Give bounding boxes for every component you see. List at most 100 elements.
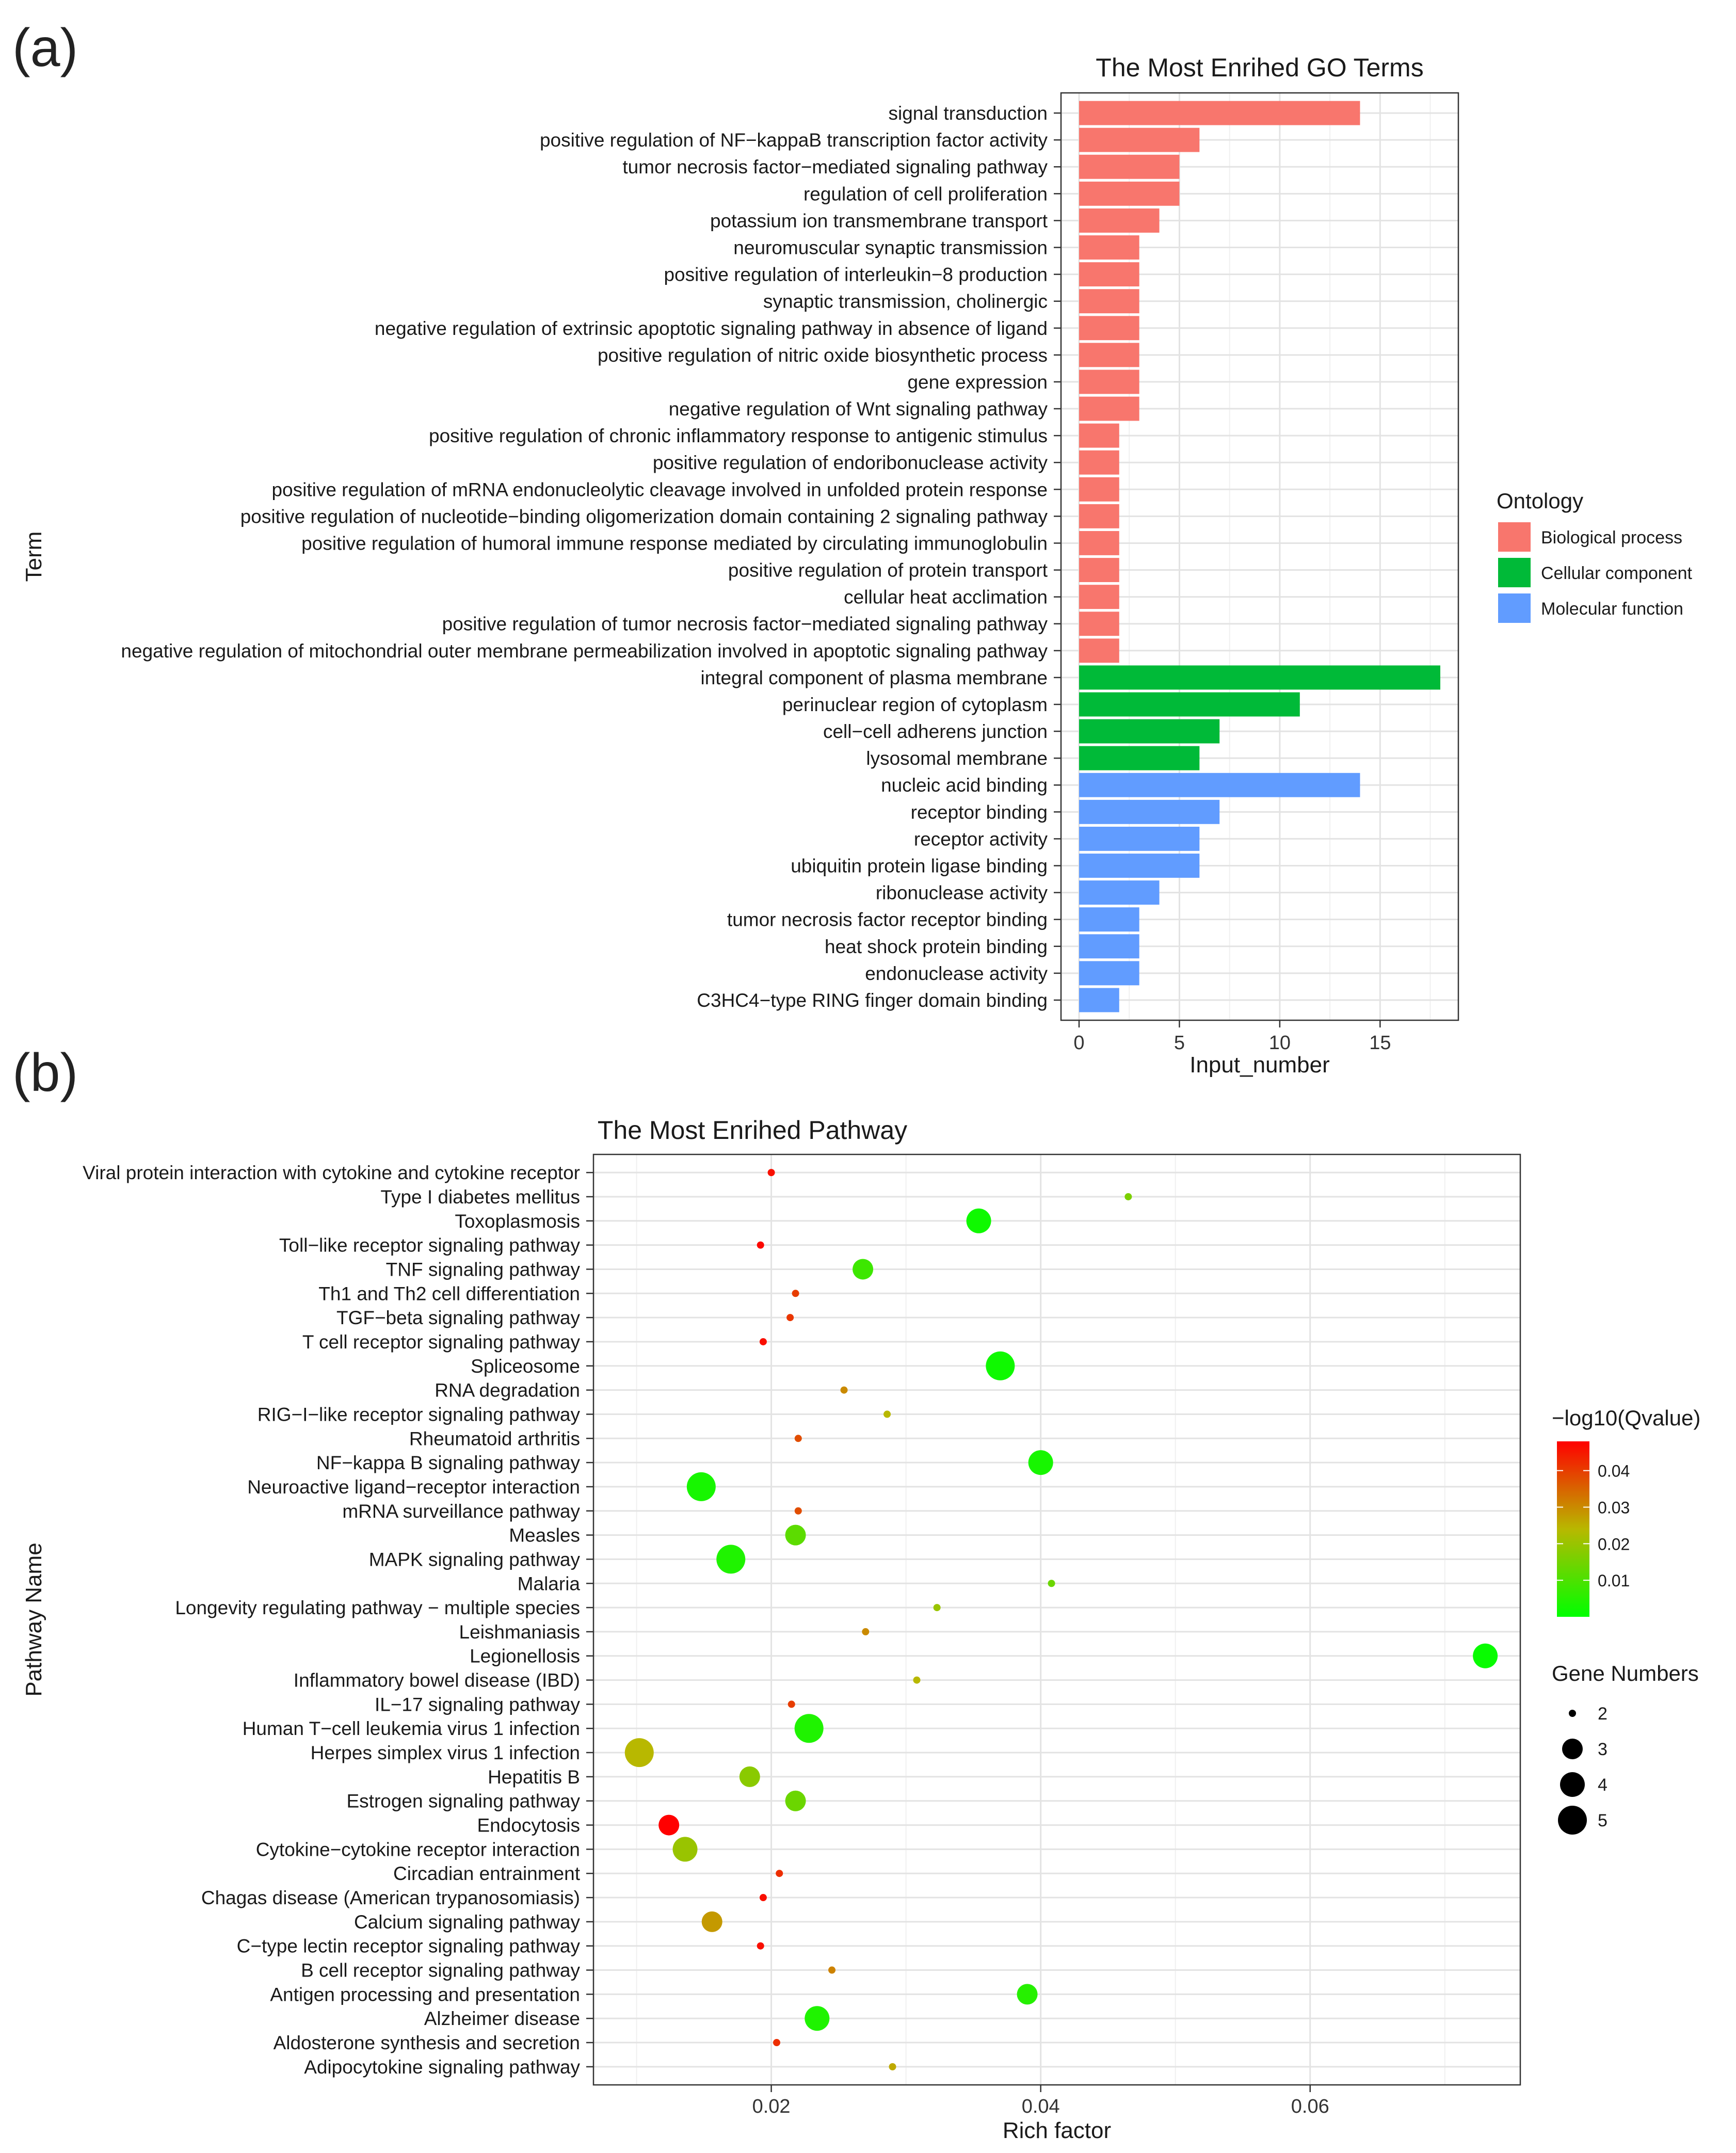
pathway-point-b-cell-receptor-signaling-pathway: [828, 1966, 836, 1974]
qvalue-colorbar: [1557, 1441, 1589, 1617]
gene-numbers-legend-dot: [1562, 1739, 1583, 1759]
legend-swatch-molecular-function: [1498, 593, 1531, 623]
legend-label-biological-process: Biological process: [1541, 528, 1682, 548]
pathway-point-adipocytokine-signaling-pathway: [889, 2063, 896, 2070]
pathway-plot-background: [593, 1154, 1520, 2085]
go-x-tick-label: 10: [1269, 1032, 1291, 1054]
legend-swatch-cellular-component: [1498, 558, 1531, 587]
pathway-label: Spliceosome: [471, 1356, 580, 1377]
pathway-point-viral-protein-interaction-with-cytokine-and-cytokine-receptor: [767, 1169, 775, 1177]
pathway-x-axis-title: Rich factor: [1003, 2118, 1111, 2143]
go-term-label: receptor binding: [911, 801, 1048, 823]
pathway-point-herpes-simplex-virus-1-infection: [624, 1738, 654, 1768]
go-bar-nucleic-acid-binding: [1079, 773, 1360, 797]
qvalue-colorbar-ticks: 0.01 0.02 0.03 0.04: [1557, 1462, 1630, 1590]
pathway-x-tick-label: 0.06: [1291, 2096, 1329, 2117]
pathway-point-measles: [785, 1524, 806, 1546]
qvalue-legend-title: −log10(Qvalue): [1552, 1406, 1700, 1430]
go-bar-potassium-ion-transmembrane-transport: [1079, 208, 1160, 233]
pathway-label: Calcium signaling pathway: [354, 1911, 581, 1933]
pathway-label: RIG−I−like receptor signaling pathway: [258, 1404, 581, 1425]
go-bar-signal-transduction: [1079, 101, 1360, 125]
pathway-chart-title: The Most Enrihed Pathway: [598, 1116, 907, 1145]
go-bar-positive-regulation-of-nucleotide-binding-oligomerization-domain-containing-2-signaling-pathway: [1079, 504, 1119, 528]
go-term-label: positive regulation of nucleotide−bindin…: [240, 506, 1048, 527]
pathway-points: [624, 1169, 1498, 2070]
go-bar-integral-component-of-plasma-membrane: [1079, 665, 1440, 690]
pathway-label: Rheumatoid arthritis: [409, 1428, 580, 1449]
pathway-label: Toll−like receptor signaling pathway: [279, 1235, 581, 1256]
go-term-labels: signal transduction positive regulation o…: [121, 103, 1061, 1011]
go-term-label: positive regulation of protein transport: [728, 560, 1048, 581]
pathway-label: TGF−beta signaling pathway: [336, 1307, 581, 1328]
go-bar-positive-regulation-of-humoral-immune-response-mediated-by-circulating-immunoglobulin: [1079, 531, 1119, 555]
pathway-x-ticks: 0.02 0.04 0.06: [752, 2085, 1329, 2117]
go-bar-negative-regulation-of-mitochondrial-outer-membrane-permeabilization-involved-in-apoptotic-signaling-pathway: [1079, 638, 1119, 663]
pathway-label: NF−kappa B signaling pathway: [316, 1452, 581, 1473]
go-term-label: C3HC4−type RING finger domain binding: [697, 990, 1048, 1011]
pathway-point-aldosterone-synthesis-and-secretion: [773, 2039, 781, 2047]
go-term-label: negative regulation of extrinsic apoptot…: [375, 318, 1048, 339]
pathway-label: Malaria: [518, 1573, 581, 1594]
legend-label-cellular-component: Cellular component: [1541, 564, 1692, 583]
gene-numbers-legend: Gene Numbers 2 3 4 5: [1552, 1661, 1699, 1835]
go-bar-endonuclease-activity: [1079, 961, 1139, 986]
go-bar-positive-regulation-of-mrna-endonucleolytic-cleavage-involved-in-unfolded-protein-response: [1079, 477, 1119, 502]
pathway-label: Measles: [509, 1525, 580, 1546]
pathway-point-longevity-regulating-pathway-multiple-species: [933, 1604, 941, 1612]
go-bar-positive-regulation-of-endoribonuclease-activity: [1079, 450, 1119, 475]
pathway-label: Inflammatory bowel disease (IBD): [294, 1670, 580, 1691]
pathway-label: Hepatitis B: [488, 1766, 580, 1788]
go-term-label: gene expression: [907, 372, 1048, 393]
colorbar-tick-label: 0.02: [1598, 1535, 1630, 1553]
panel-b-label: (b): [12, 1043, 78, 1103]
pathway-y-axis-title: Pathway Name: [21, 1543, 46, 1696]
pathway-label: IL−17 signaling pathway: [375, 1694, 581, 1715]
pathway-label: B cell receptor signaling pathway: [301, 1960, 580, 1981]
pathway-point-estrogen-signaling-pathway: [785, 1790, 806, 1811]
go-plot-border: [1060, 92, 1459, 1021]
go-term-label: positive regulation of endoribonuclease …: [653, 452, 1048, 473]
go-bar-ribonuclease-activity: [1079, 880, 1160, 905]
go-bar-perinuclear-region-of-cytoplasm: [1079, 692, 1300, 717]
pathway-labels: Viral protein interaction with cytokine …: [83, 1162, 593, 2078]
go-bar-positive-regulation-of-protein-transport: [1079, 558, 1119, 582]
go-term-label: tumor necrosis factor receptor binding: [727, 909, 1048, 930]
pathway-point-c-type-lectin-receptor-signaling-pathway: [757, 1942, 764, 1950]
go-bar-ubiquitin-protein-ligase-binding: [1079, 854, 1200, 878]
go-term-label: perinuclear region of cytoplasm: [782, 694, 1048, 715]
pathway-label: Human T−cell leukemia virus 1 infection: [243, 1718, 580, 1739]
go-term-label: regulation of cell proliferation: [803, 183, 1048, 204]
pathway-label: Type I diabetes mellitus: [380, 1186, 580, 1208]
colorbar-tick-label: 0.03: [1598, 1499, 1630, 1517]
go-bar-c3hc4-type-ring-finger-domain-binding: [1079, 988, 1119, 1013]
pathway-point-inflammatory-bowel-disease-ibd: [913, 1676, 921, 1684]
go-term-label: endonuclease activity: [865, 963, 1048, 984]
go-bar-positive-regulation-of-interleukin-8-production: [1079, 262, 1139, 287]
go-bar-negative-regulation-of-wnt-signaling-pathway: [1079, 396, 1139, 421]
pathway-point-circadian-entrainment: [776, 1870, 783, 1877]
pathway-label: Legionellosis: [470, 1646, 580, 1667]
go-bar-tumor-necrosis-factor-mediated-signaling-pathway: [1079, 154, 1180, 179]
go-term-label: positive regulation of tumor necrosis fa…: [442, 614, 1048, 635]
go-bar-neuromuscular-synaptic-transmission: [1079, 235, 1139, 260]
pathway-point-toxoplasmosis: [966, 1208, 991, 1233]
go-x-tick-label: 5: [1174, 1032, 1185, 1054]
gene-numbers-legend-label: 5: [1598, 1811, 1608, 1830]
pathway-label: Toxoplasmosis: [455, 1211, 580, 1232]
pathway-label: Longevity regulating pathway − multiple …: [175, 1597, 580, 1618]
ontology-legend-title: Ontology: [1497, 489, 1583, 513]
go-term-label: ubiquitin protein ligase binding: [791, 856, 1048, 877]
go-x-tick-label: 15: [1369, 1032, 1391, 1054]
pathway-point-antigen-processing-and-presentation: [1017, 1984, 1038, 2005]
go-bar-cell-cell-adherens-junction: [1079, 719, 1220, 744]
gene-numbers-legend-label: 3: [1598, 1740, 1608, 1759]
go-chart-title: The Most Enrihed GO Terms: [1096, 53, 1423, 82]
pathway-point-cytokine-cytokine-receptor-interaction: [672, 1837, 698, 1862]
gene-numbers-legend-dot: [1558, 1806, 1587, 1835]
pathway-point-leishmaniasis: [862, 1628, 870, 1635]
pathway-label: C−type lectin receptor signaling pathway: [237, 1936, 581, 1957]
go-term-label: negative regulation of mitochondrial out…: [121, 640, 1048, 662]
pathway-label: Alzheimer disease: [424, 2008, 580, 2029]
pathway-label: MAPK signaling pathway: [369, 1549, 581, 1570]
